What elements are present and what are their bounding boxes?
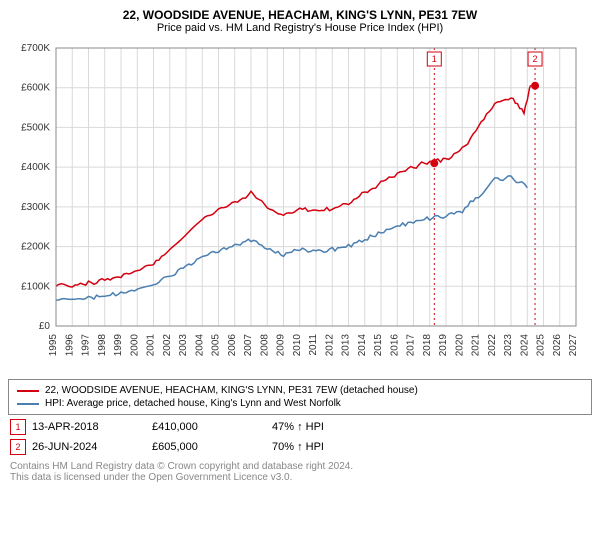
svg-text:2016: 2016 bbox=[389, 334, 400, 357]
svg-text:2013: 2013 bbox=[341, 334, 352, 357]
svg-text:£200K: £200K bbox=[21, 242, 50, 253]
legend-item: 22, WOODSIDE AVENUE, HEACHAM, KING'S LYN… bbox=[17, 384, 583, 397]
svg-text:1999: 1999 bbox=[113, 334, 124, 357]
sale-price: £605,000 bbox=[152, 441, 272, 453]
svg-text:2006: 2006 bbox=[227, 334, 238, 357]
svg-text:2015: 2015 bbox=[373, 334, 384, 357]
chart-title: 22, WOODSIDE AVENUE, HEACHAM, KING'S LYN… bbox=[8, 8, 592, 22]
sale-hpi: 47% ↑ HPI bbox=[272, 421, 392, 433]
footnote: Contains HM Land Registry data © Crown c… bbox=[8, 455, 592, 483]
svg-text:2008: 2008 bbox=[259, 334, 270, 357]
svg-text:2: 2 bbox=[533, 54, 538, 64]
legend-item: HPI: Average price, detached house, King… bbox=[17, 397, 583, 410]
sale-date: 13-APR-2018 bbox=[32, 421, 152, 433]
svg-text:2009: 2009 bbox=[276, 334, 287, 357]
sales-list: 1 13-APR-2018£410,00047% ↑ HPI 2 26-JUN-202… bbox=[8, 415, 592, 455]
svg-text:2025: 2025 bbox=[536, 334, 547, 357]
sale-price: £410,000 bbox=[152, 421, 272, 433]
svg-text:1998: 1998 bbox=[97, 334, 108, 357]
svg-text:£0: £0 bbox=[39, 321, 51, 332]
legend-swatch bbox=[17, 403, 39, 405]
chart-subtitle: Price paid vs. HM Land Registry's House … bbox=[8, 22, 592, 34]
svg-text:£600K: £600K bbox=[21, 83, 50, 94]
sale-marker: 2 bbox=[10, 439, 26, 455]
sale-date: 26-JUN-2024 bbox=[32, 441, 152, 453]
svg-text:2012: 2012 bbox=[324, 334, 335, 357]
svg-text:2018: 2018 bbox=[422, 334, 433, 357]
svg-text:1996: 1996 bbox=[64, 334, 75, 357]
svg-text:1997: 1997 bbox=[81, 334, 92, 357]
svg-text:2014: 2014 bbox=[357, 334, 368, 357]
svg-text:2017: 2017 bbox=[406, 334, 417, 357]
chart-area: £0 £100K £200K £300K £400K £500K £600K £700K 199… bbox=[8, 38, 592, 373]
svg-text:1995: 1995 bbox=[48, 334, 59, 357]
svg-text:£500K: £500K bbox=[21, 122, 50, 133]
chart-svg: £0 £100K £200K £300K £400K £500K £600K £700K 199… bbox=[8, 38, 588, 368]
svg-text:1: 1 bbox=[432, 54, 437, 64]
svg-text:2002: 2002 bbox=[162, 334, 173, 357]
svg-text:2007: 2007 bbox=[243, 334, 254, 357]
svg-text:2010: 2010 bbox=[292, 334, 303, 357]
footnote-line: This data is licensed under the Open Gov… bbox=[10, 472, 592, 483]
sale-hpi: 70% ↑ HPI bbox=[272, 441, 392, 453]
svg-text:2026: 2026 bbox=[552, 334, 563, 357]
legend: 22, WOODSIDE AVENUE, HEACHAM, KING'S LYN… bbox=[8, 379, 592, 415]
svg-text:2003: 2003 bbox=[178, 334, 189, 357]
svg-text:£100K: £100K bbox=[21, 281, 50, 292]
svg-text:£700K: £700K bbox=[21, 43, 50, 54]
svg-text:2022: 2022 bbox=[487, 334, 498, 357]
svg-text:2004: 2004 bbox=[194, 334, 205, 357]
svg-text:2019: 2019 bbox=[438, 334, 449, 357]
legend-label: HPI: Average price, detached house, King… bbox=[45, 398, 341, 409]
legend-label: 22, WOODSIDE AVENUE, HEACHAM, KING'S LYN… bbox=[45, 385, 418, 396]
svg-text:2023: 2023 bbox=[503, 334, 514, 357]
footnote-line: Contains HM Land Registry data © Crown c… bbox=[10, 461, 592, 472]
sale-row: 2 26-JUN-2024£605,00070% ↑ HPI bbox=[8, 435, 592, 455]
svg-text:2005: 2005 bbox=[211, 334, 222, 357]
svg-text:2021: 2021 bbox=[471, 334, 482, 357]
sale-row: 1 13-APR-2018£410,00047% ↑ HPI bbox=[8, 415, 592, 435]
svg-text:2027: 2027 bbox=[568, 334, 579, 357]
svg-text:2020: 2020 bbox=[454, 334, 465, 357]
svg-text:2000: 2000 bbox=[129, 334, 140, 357]
svg-text:2011: 2011 bbox=[308, 334, 319, 356]
svg-text:£400K: £400K bbox=[21, 162, 50, 173]
legend-swatch bbox=[17, 390, 39, 392]
svg-text:2024: 2024 bbox=[519, 334, 530, 357]
sale-marker: 1 bbox=[10, 419, 26, 435]
svg-text:2001: 2001 bbox=[146, 334, 157, 357]
svg-text:£300K: £300K bbox=[21, 202, 50, 213]
